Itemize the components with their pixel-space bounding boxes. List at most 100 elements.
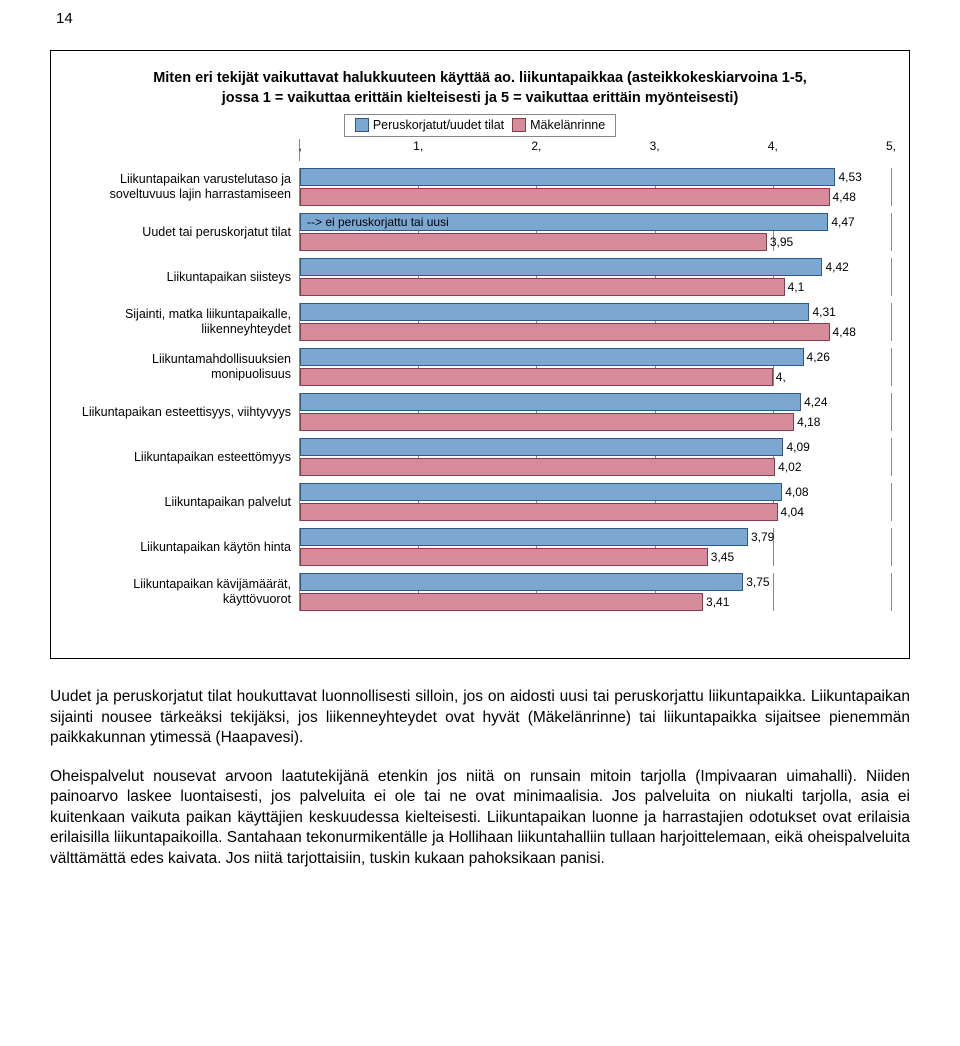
bar-group: Sijainti, matka liikuntapaikalle, liiken…	[69, 303, 891, 341]
bar: 3,95	[300, 233, 767, 251]
paragraph: Uudet ja peruskorjatut tilat houkuttavat…	[50, 687, 910, 748]
bar: 4,24	[300, 393, 801, 411]
legend-label: Mäkelänrinne	[530, 118, 605, 132]
bar-value: 4,09	[786, 440, 809, 454]
bar: 3,79	[300, 528, 748, 546]
bar: 3,41	[300, 593, 703, 611]
bar-value: 4,24	[804, 395, 827, 409]
bar-row: --> ei peruskorjattu tai uusi4,47	[300, 213, 891, 231]
bar: 4,48	[300, 323, 830, 341]
bar-group: Liikuntamahdollisuuksien monipuolisuus4,…	[69, 348, 891, 386]
bar: 4,	[300, 368, 773, 386]
page: 14 Miten eri tekijät vaikuttavat halukku…	[0, 0, 960, 927]
bar-value: 4,	[776, 370, 786, 384]
legend-swatch	[512, 118, 526, 132]
bar-value: 4,48	[833, 325, 856, 339]
bar-row: 3,79	[300, 528, 891, 546]
axis-tick-label: ,	[298, 139, 301, 153]
category-label: Liikuntapaikan esteettisyys, viihtyvyys	[69, 405, 299, 420]
bar: 4,42	[300, 258, 822, 276]
bar-value: 4,18	[797, 415, 820, 429]
bar-value: 3,79	[751, 530, 774, 544]
bar-row: 4,04	[300, 503, 891, 521]
bars-inner: 3,75 3,41	[299, 573, 891, 611]
bar-value: 4,02	[778, 460, 801, 474]
bar-row: 4,1	[300, 278, 891, 296]
bars-inner: 3,79 3,45	[299, 528, 891, 566]
body-text: Uudet ja peruskorjatut tilat houkuttavat…	[50, 687, 910, 869]
bar-group: Liikuntapaikan palvelut4,084,04	[69, 483, 891, 521]
bar-row: 4,42	[300, 258, 891, 276]
category-label: Liikuntapaikan kävijämäärät, käyttövuoro…	[69, 577, 299, 607]
bar: 4,53	[300, 168, 835, 186]
bar-row: 4,26	[300, 348, 891, 366]
bar-groups: Liikuntapaikan varustelutaso ja soveltuv…	[69, 168, 891, 611]
bar-row: 4,24	[300, 393, 891, 411]
bar-value: 4,1	[788, 280, 805, 294]
bar-row: 4,48	[300, 323, 891, 341]
bar-value: 4,48	[833, 190, 856, 204]
bar: 4,09	[300, 438, 783, 456]
bar-row: 4,48	[300, 188, 891, 206]
bar: 4,04	[300, 503, 778, 521]
axis-tick-label: 5,	[886, 139, 896, 153]
axis-tick-label: 1,	[413, 139, 423, 153]
bar-group: Liikuntapaikan esteettisyys, viihtyvyys4…	[69, 393, 891, 431]
bar: 3,75	[300, 573, 743, 591]
bar-row: 3,45	[300, 548, 891, 566]
bar-row: 3,95	[300, 233, 891, 251]
bars-inner: 4,53 4,48	[299, 168, 891, 206]
bar: 4,31	[300, 303, 809, 321]
bar-row: 4,09	[300, 438, 891, 456]
bar-row: 4,	[300, 368, 891, 386]
bar-value: 4,42	[825, 260, 848, 274]
bar: 3,45	[300, 548, 708, 566]
bars-inner: 4,31 4,48	[299, 303, 891, 341]
bar-row: 4,31	[300, 303, 891, 321]
bars-inner: --> ei peruskorjattu tai uusi4,47 3,95	[299, 213, 891, 251]
bars-inner: 4,09 4,02	[299, 438, 891, 476]
bar-group: Uudet tai peruskorjatut tilat--> ei peru…	[69, 213, 891, 251]
bar: 4,18	[300, 413, 794, 431]
category-label: Liikuntapaikan palvelut	[69, 495, 299, 510]
category-label: Liikuntamahdollisuuksien monipuolisuus	[69, 352, 299, 382]
page-number: 14	[56, 10, 73, 27]
bars-inner: 4,24 4,18	[299, 393, 891, 431]
chart-container: Miten eri tekijät vaikuttavat halukkuute…	[50, 50, 910, 659]
category-label: Liikuntapaikan varustelutaso ja soveltuv…	[69, 172, 299, 202]
bar-row: 4,53	[300, 168, 891, 186]
bar-value: 3,45	[711, 550, 734, 564]
bar-row: 3,75	[300, 573, 891, 591]
category-label: Liikuntapaikan käytön hinta	[69, 540, 299, 555]
bar-value: 3,41	[706, 595, 729, 609]
bar-note: --> ei peruskorjattu tai uusi	[307, 215, 449, 229]
chart-title: Miten eri tekijät vaikuttavat halukkuute…	[151, 69, 809, 108]
bar-row: 4,18	[300, 413, 891, 431]
bar-value: 3,75	[746, 575, 769, 589]
legend-swatch	[355, 118, 369, 132]
bar-group: Liikuntapaikan esteettömyys4,094,02	[69, 438, 891, 476]
paragraph: Oheispalvelut nousevat arvoon laatutekij…	[50, 767, 910, 869]
bar-value: 4,26	[807, 350, 830, 364]
bar-value: 4,53	[838, 170, 861, 184]
category-label: Liikuntapaikan esteettömyys	[69, 450, 299, 465]
bar-group: Liikuntapaikan siisteys4,424,1	[69, 258, 891, 296]
bars-inner: 4,084,04	[299, 483, 891, 521]
axis-tick-label: 2,	[531, 139, 541, 153]
bar: 4,1	[300, 278, 785, 296]
bar-group: Liikuntapaikan kävijämäärät, käyttövuoro…	[69, 573, 891, 611]
chart-area: ,1,2,3,4,5,	[69, 139, 891, 161]
bars-inner: 4,42 4,1	[299, 258, 891, 296]
bar: 4,26	[300, 348, 804, 366]
axis-tick-label: 3,	[650, 139, 660, 153]
category-label: Liikuntapaikan siisteys	[69, 270, 299, 285]
category-label: Uudet tai peruskorjatut tilat	[69, 225, 299, 240]
x-axis: ,1,2,3,4,5,	[299, 139, 891, 161]
legend: Peruskorjatut/uudet tilat Mäkelänrinne	[69, 114, 891, 137]
bar-group: Liikuntapaikan varustelutaso ja soveltuv…	[69, 168, 891, 206]
bar-row: 4,02	[300, 458, 891, 476]
legend-label: Peruskorjatut/uudet tilat	[373, 118, 504, 132]
bar-value: 4,31	[812, 305, 835, 319]
bar: 4,48	[300, 188, 830, 206]
bar-row: 3,41	[300, 593, 891, 611]
